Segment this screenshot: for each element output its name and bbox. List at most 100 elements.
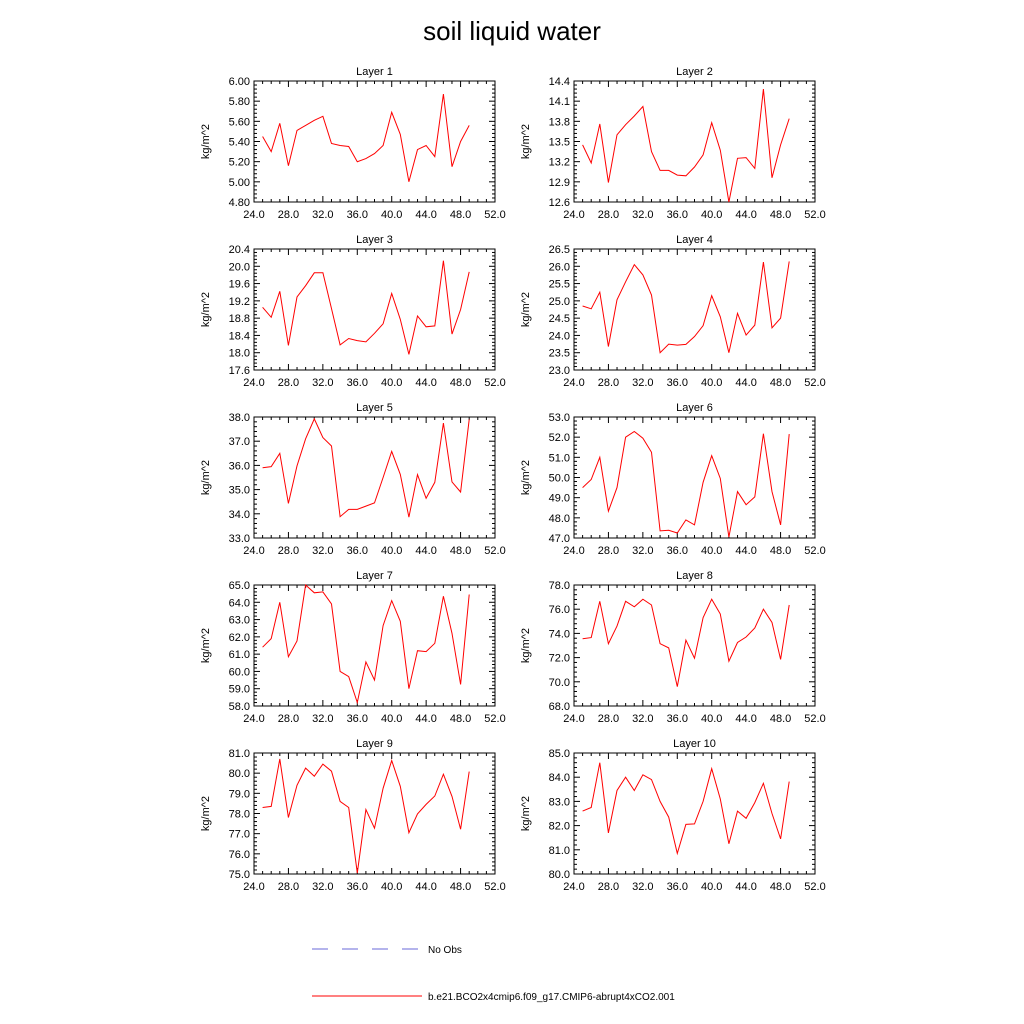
- x-tick-label: 36.0: [667, 209, 688, 221]
- y-tick-label: 20.0: [229, 261, 250, 273]
- panel-layer-10: Layer 10 24.0 28.0 32.0 36.0 40.0 44.0 48.0 52.0…: [520, 738, 826, 893]
- plot-frame: [253, 80, 496, 203]
- x-tick-label: 44.0: [415, 713, 436, 725]
- panel-title: Layer 2: [676, 66, 713, 78]
- y-tick-label: 26.0: [549, 261, 570, 273]
- x-tick-label: 48.0: [450, 209, 471, 221]
- x-tick-label: 32.0: [312, 545, 333, 557]
- y-tick-label: 18.0: [229, 348, 250, 360]
- x-tick-label: 28.0: [278, 713, 299, 725]
- plot-frame: [253, 248, 496, 371]
- x-tick-label: 28.0: [598, 545, 619, 557]
- legend-model-label: b.e21.BCO2x4cmip6.f09_g17.CMIP6-abrupt4x…: [428, 992, 675, 1003]
- panel-title: Layer 3: [356, 234, 393, 246]
- y-tick-label: 60.0: [229, 666, 250, 678]
- series-line-model: [582, 430, 790, 538]
- x-tick-label: 52.0: [484, 713, 505, 725]
- y-tick-label: 85.0: [549, 748, 570, 760]
- plot-frame: [573, 584, 816, 707]
- x-tick-label: 52.0: [804, 209, 825, 221]
- panel-layer-9: Layer 9 24.0 28.0 32.0 36.0 40.0 44.0 48.0 52.0 7…: [200, 738, 506, 893]
- x-tick-label: 28.0: [598, 377, 619, 389]
- x-tick-label: 48.0: [770, 713, 791, 725]
- x-tick-label: 44.0: [735, 377, 756, 389]
- y-tick-label: 84.0: [549, 772, 570, 784]
- y-tick-label: 48.0: [549, 513, 570, 525]
- panels-group: Layer 1 24.0 28.0 32.0 36.0 40.0 44.0 48.0 52.0 4…: [200, 66, 826, 893]
- y-tick-label: 76.0: [229, 849, 250, 861]
- x-tick-label: 24.0: [563, 881, 584, 893]
- y-tick-label: 47.0: [549, 533, 570, 545]
- panel-title: Layer 7: [356, 570, 393, 582]
- panel-title: Layer 9: [356, 738, 393, 750]
- panel-title: Layer 1: [356, 66, 393, 78]
- x-tick-label: 32.0: [632, 545, 653, 557]
- x-tick-label: 48.0: [450, 713, 471, 725]
- x-tick-label: 28.0: [598, 209, 619, 221]
- y-tick-label: 23.5: [549, 348, 570, 360]
- y-tick-label: 82.0: [549, 821, 570, 833]
- panel-title: Layer 5: [356, 402, 393, 414]
- y-tick-label: 20.4: [229, 244, 250, 256]
- x-tick-label: 32.0: [312, 377, 333, 389]
- x-tick-label: 52.0: [484, 545, 505, 557]
- x-tick-label: 36.0: [347, 209, 368, 221]
- x-tick-label: 48.0: [450, 881, 471, 893]
- x-tick-label: 52.0: [484, 377, 505, 389]
- y-tick-label: 76.0: [549, 604, 570, 616]
- x-tick-label: 52.0: [484, 881, 505, 893]
- panel-title: Layer 6: [676, 402, 713, 414]
- panel-layer-2: Layer 2 24.0 28.0 32.0 36.0 40.0 44.0 48.0 52.0 1…: [520, 66, 826, 221]
- x-tick-label: 28.0: [278, 545, 299, 557]
- y-tick-label: 81.0: [549, 845, 570, 857]
- x-tick-label: 44.0: [415, 209, 436, 221]
- series-line-model: [262, 758, 470, 874]
- x-tick-label: 32.0: [632, 713, 653, 725]
- series-line-model: [262, 584, 470, 705]
- y-tick-label: 5.20: [229, 157, 250, 169]
- y-axis-label: kg/m^2: [200, 292, 212, 327]
- y-tick-label: 68.0: [549, 701, 570, 713]
- y-tick-label: 14.1: [549, 96, 570, 108]
- panel-layer-4: Layer 4 24.0 28.0 32.0 36.0 40.0 44.0 48.0 52.0 2…: [520, 234, 826, 389]
- y-tick-label: 78.0: [549, 580, 570, 592]
- y-tick-label: 33.0: [229, 533, 250, 545]
- y-tick-label: 23.0: [549, 365, 570, 377]
- x-tick-label: 52.0: [484, 209, 505, 221]
- x-tick-label: 40.0: [381, 881, 402, 893]
- y-tick-label: 61.0: [229, 649, 250, 661]
- x-tick-label: 28.0: [278, 377, 299, 389]
- legend: No Obs b.e21.BCO2x4cmip6.f09_g17.CMIP6-a…: [312, 945, 675, 1003]
- y-tick-label: 19.2: [229, 296, 250, 308]
- y-tick-label: 83.0: [549, 796, 570, 808]
- y-axis-label: kg/m^2: [200, 124, 212, 159]
- y-axis-label: kg/m^2: [520, 628, 532, 663]
- y-tick-label: 18.8: [229, 313, 250, 325]
- panel-title: Layer 10: [673, 738, 716, 750]
- y-tick-label: 77.0: [229, 829, 250, 841]
- y-tick-label: 37.0: [229, 436, 250, 448]
- y-tick-label: 13.5: [549, 137, 570, 149]
- y-tick-label: 81.0: [229, 748, 250, 760]
- y-tick-label: 52.0: [549, 432, 570, 444]
- panel-title: Layer 8: [676, 570, 713, 582]
- series-line-model: [582, 89, 790, 203]
- x-tick-label: 36.0: [667, 377, 688, 389]
- x-tick-label: 24.0: [243, 209, 264, 221]
- x-tick-label: 40.0: [381, 713, 402, 725]
- x-tick-label: 52.0: [804, 545, 825, 557]
- y-tick-label: 19.6: [229, 279, 250, 291]
- x-tick-label: 44.0: [735, 881, 756, 893]
- series-line-model: [582, 762, 790, 856]
- x-tick-label: 32.0: [632, 881, 653, 893]
- x-tick-label: 24.0: [563, 545, 584, 557]
- x-tick-label: 24.0: [243, 713, 264, 725]
- x-tick-label: 32.0: [632, 209, 653, 221]
- x-tick-label: 44.0: [735, 545, 756, 557]
- y-axis-label: kg/m^2: [200, 628, 212, 663]
- panel-layer-1: Layer 1 24.0 28.0 32.0 36.0 40.0 44.0 48.0 52.0 4…: [200, 66, 506, 221]
- y-tick-label: 5.40: [229, 137, 250, 149]
- y-axis-label: kg/m^2: [200, 796, 212, 831]
- x-tick-label: 32.0: [312, 713, 333, 725]
- x-tick-label: 36.0: [347, 545, 368, 557]
